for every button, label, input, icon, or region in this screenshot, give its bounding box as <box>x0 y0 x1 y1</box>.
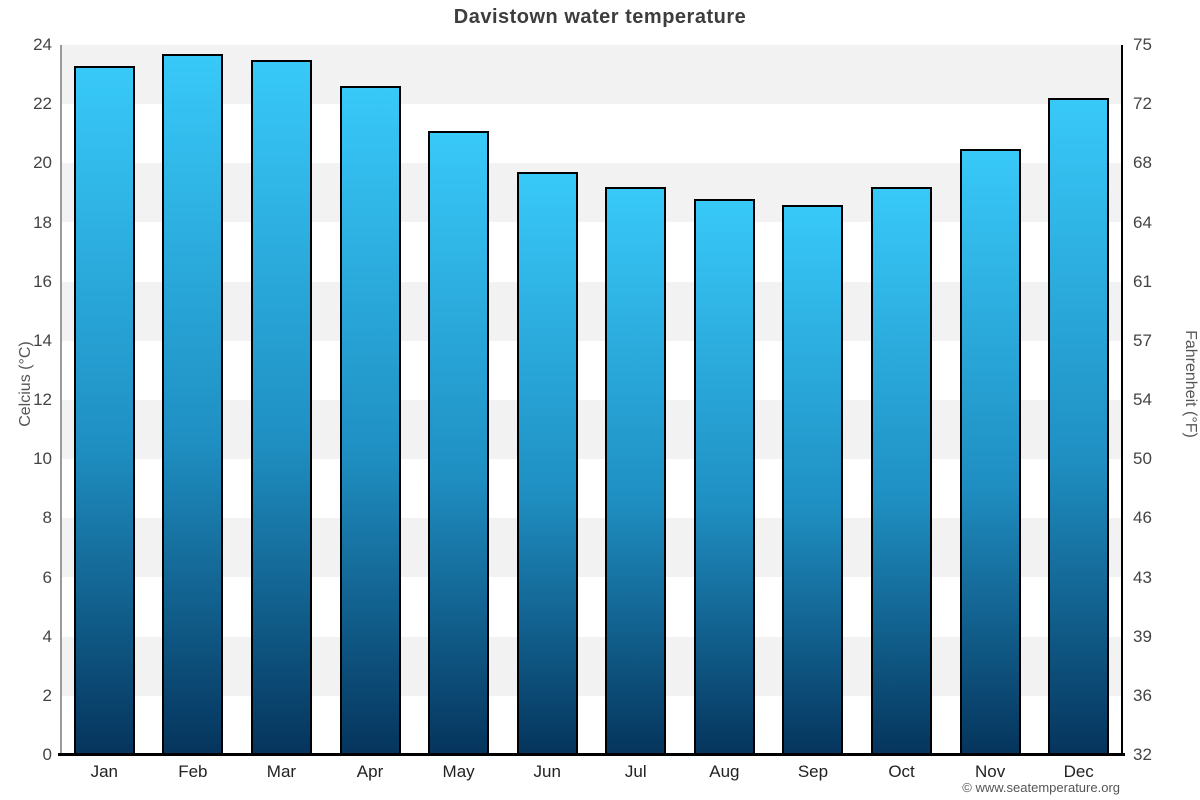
y-tick-fahrenheit-57: 57 <box>1133 330 1152 350</box>
x-axis-line <box>58 753 1125 756</box>
grid-band <box>62 636 1121 696</box>
y-tick-fahrenheit-39: 39 <box>1133 626 1152 646</box>
y-tick-celsius-8: 8 <box>42 508 52 528</box>
bar-apr <box>339 86 401 755</box>
y-tick-fahrenheit-32: 32 <box>1133 745 1152 764</box>
grid-band <box>62 222 1121 282</box>
bar-dec <box>1048 98 1110 755</box>
x-tick-feb: Feb <box>178 762 208 781</box>
chart-title: Davistown water temperature <box>453 6 747 28</box>
y-tick-celsius-24: 24 <box>33 35 52 54</box>
grid-band <box>62 459 1121 519</box>
bar-nov <box>959 148 1021 755</box>
x-tick-sep: Sep <box>797 762 829 781</box>
y-tick-celsius-22: 22 <box>33 94 52 114</box>
x-tick-aug: Aug <box>709 762 740 781</box>
x-tick-jun: Jun <box>533 762 561 781</box>
grid-band <box>62 281 1121 341</box>
x-tick-oct: Oct <box>888 762 915 781</box>
y-tick-celsius-0: 0 <box>42 745 52 764</box>
y-tick-celsius-18: 18 <box>33 212 52 232</box>
bar-may <box>428 130 490 755</box>
grid-band <box>62 400 1121 460</box>
bar-feb <box>162 53 224 755</box>
grid-band <box>62 577 1121 637</box>
y-tick-fahrenheit-50: 50 <box>1133 449 1152 469</box>
x-tick-mar: Mar <box>266 762 297 781</box>
bar-mar <box>250 59 312 755</box>
bar-jan <box>73 65 135 755</box>
bar-jul <box>605 187 667 755</box>
bar-jun <box>516 172 578 755</box>
y-tick-fahrenheit-54: 54 <box>1133 390 1152 409</box>
bar-aug <box>693 198 755 755</box>
y-tick-celsius-12: 12 <box>33 390 52 409</box>
y-tick-fahrenheit-72: 72 <box>1133 94 1152 114</box>
y-tick-celsius-14: 14 <box>33 330 52 350</box>
y-tick-celsius-4: 4 <box>42 626 52 646</box>
grid-band <box>62 518 1121 578</box>
y-tick-fahrenheit-64: 64 <box>1133 212 1152 232</box>
y-tick-fahrenheit-43: 43 <box>1133 567 1152 587</box>
y-tick-fahrenheit-75: 75 <box>1133 35 1152 54</box>
y-tick-celsius-20: 20 <box>33 153 52 173</box>
grid-band <box>62 695 1121 755</box>
y-tick-fahrenheit-36: 36 <box>1133 685 1152 705</box>
grid-band <box>62 340 1121 400</box>
plot-area <box>60 45 1123 755</box>
y-tick-celsius-16: 16 <box>33 271 52 291</box>
bar-sep <box>782 204 844 755</box>
y-tick-fahrenheit-46: 46 <box>1133 508 1152 528</box>
x-tick-jan: Jan <box>90 762 118 781</box>
y-tick-fahrenheit-61: 61 <box>1133 271 1152 291</box>
grid-band <box>62 104 1121 164</box>
copyright-link[interactable]: © www.seatemperature.org <box>962 780 1120 795</box>
y-tick-celsius-6: 6 <box>42 567 52 587</box>
grid-band <box>62 163 1121 223</box>
bar-oct <box>871 187 933 755</box>
x-tick-may: May <box>442 762 475 781</box>
x-tick-apr: Apr <box>356 762 384 781</box>
y-tick-celsius-2: 2 <box>42 685 52 705</box>
grid-band <box>62 45 1121 105</box>
x-tick-jul: Jul <box>624 762 647 781</box>
y-tick-fahrenheit-68: 68 <box>1133 153 1152 173</box>
x-tick-dec: Dec <box>1063 762 1094 781</box>
x-tick-nov: Nov <box>975 762 1006 781</box>
y-tick-celsius-10: 10 <box>33 449 52 469</box>
